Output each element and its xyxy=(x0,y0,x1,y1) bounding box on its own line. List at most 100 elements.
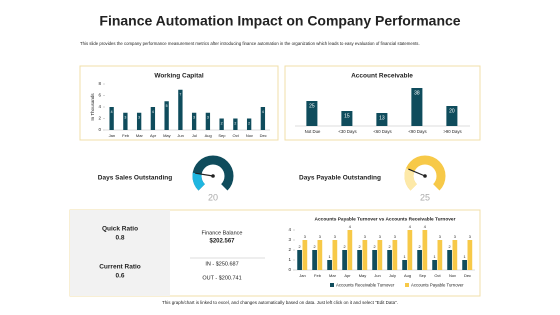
value-label: 3 xyxy=(207,116,209,120)
x-tick-label: <60 Days xyxy=(373,129,391,134)
bar xyxy=(347,230,353,270)
gauge-value-label: 20 xyxy=(208,192,218,202)
y-tick-label: 8 xyxy=(98,81,101,86)
value-label: 1 xyxy=(404,255,406,259)
x-tick-label: Aug xyxy=(404,273,411,278)
gauge-title: Days Sales Outstanding xyxy=(98,175,172,182)
bar xyxy=(260,107,266,130)
value-label: 2 xyxy=(359,245,361,249)
value-label: 2 xyxy=(374,245,376,249)
bar xyxy=(302,240,308,270)
value-label: 3 xyxy=(364,235,366,239)
value-label: 4 xyxy=(349,225,351,229)
y-tick-label: 3 xyxy=(288,237,291,242)
kpi-label: Finance Balance xyxy=(202,230,243,236)
bar xyxy=(446,106,458,126)
y-tick-label: 1 xyxy=(288,257,291,262)
bar xyxy=(357,250,362,270)
value-label: 4 xyxy=(262,110,264,114)
y-tick-label: 4 xyxy=(288,227,291,232)
x-tick-label: Apr xyxy=(344,273,351,278)
chart-title: Account Receivable xyxy=(351,73,413,80)
value-label: 13 xyxy=(379,115,385,121)
bar xyxy=(376,113,388,126)
gauge-hub xyxy=(423,174,427,178)
value-label: 3 xyxy=(334,235,336,239)
bar xyxy=(437,240,443,270)
value-label: 38 xyxy=(414,90,420,96)
value-label: 2 xyxy=(221,121,223,125)
x-tick-label: Not Due xyxy=(305,129,321,134)
x-tick-label: Oct xyxy=(434,273,441,278)
value-label: 3 xyxy=(394,235,396,239)
bar xyxy=(306,101,318,126)
bar xyxy=(422,230,428,270)
gauge-value xyxy=(192,172,206,191)
x-tick-label: Jan xyxy=(109,133,115,138)
gauge-value xyxy=(404,168,418,191)
gauge-title: Days Payable Outstanding xyxy=(299,175,381,182)
value-label: 2 xyxy=(419,245,421,249)
value-label: 7 xyxy=(179,93,181,97)
bar xyxy=(372,250,377,270)
title: Finance Automation Impact on Company Per… xyxy=(99,13,460,29)
x-tick-label: Nov xyxy=(449,273,456,278)
legend-label: Accounts Payable Turnover xyxy=(411,283,464,288)
value-label: 20 xyxy=(449,108,455,114)
value-label: 2 xyxy=(344,245,346,249)
y-tick-label: 4 xyxy=(98,104,101,109)
legend-swatch xyxy=(405,283,409,287)
bar xyxy=(164,101,169,130)
x-tick-label: <90 Days xyxy=(408,129,426,134)
gauge-needle xyxy=(195,172,214,177)
value-label: 2 xyxy=(314,245,316,249)
bar xyxy=(341,111,353,126)
value-label: 1 xyxy=(434,255,436,259)
value-label: 3 xyxy=(304,235,306,239)
bar xyxy=(392,240,398,270)
value-label: 2 xyxy=(389,245,391,249)
value-label: 4 xyxy=(152,110,154,114)
bar xyxy=(246,118,252,130)
bar xyxy=(178,89,183,130)
kpi-value: 0.8 xyxy=(115,235,124,242)
x-tick-label: Feb xyxy=(314,273,322,278)
kpi-label: Quick Ratio xyxy=(102,226,138,233)
chart-title: Accounts Payable Turnover vs Accounts Re… xyxy=(315,216,456,222)
bar xyxy=(467,240,473,270)
x-tick-label: May xyxy=(163,133,171,138)
value-label: 2 xyxy=(449,245,451,249)
value-label: 2 xyxy=(234,121,236,125)
value-label: 3 xyxy=(193,116,195,120)
legend-label: Accounts Receivable Turnover xyxy=(336,283,395,288)
panel xyxy=(79,65,279,141)
bar xyxy=(150,107,156,130)
x-tick-label: Nov xyxy=(246,133,253,138)
bar xyxy=(452,240,458,270)
x-tick-label: July xyxy=(389,273,396,278)
gauge-needle xyxy=(408,168,426,177)
x-tick-label: >90 Days xyxy=(443,129,461,134)
value-label: 25 xyxy=(309,103,315,109)
kpi-value: $202.567 xyxy=(209,239,235,245)
x-tick-label: Aug xyxy=(205,133,212,138)
value-label: 4 xyxy=(409,225,411,229)
value-label: 3 xyxy=(469,235,471,239)
value-label: 4 xyxy=(111,110,113,114)
kpi-value: IN - $250.687 xyxy=(205,261,238,267)
y-tick-label: 2 xyxy=(98,116,101,121)
y-tick-label: 2 xyxy=(288,247,291,252)
x-tick-label: Sep xyxy=(218,133,226,138)
bar xyxy=(109,107,114,130)
value-label: 3 xyxy=(454,235,456,239)
value-label: 2 xyxy=(248,121,250,125)
value-label: 2 xyxy=(299,245,301,249)
bar xyxy=(233,118,238,130)
x-tick-label: Oct xyxy=(233,133,240,138)
x-tick-label: Apr xyxy=(150,133,157,138)
value-label: 4 xyxy=(424,225,426,229)
y-tick-label: 0 xyxy=(288,267,291,272)
bar xyxy=(402,260,407,270)
